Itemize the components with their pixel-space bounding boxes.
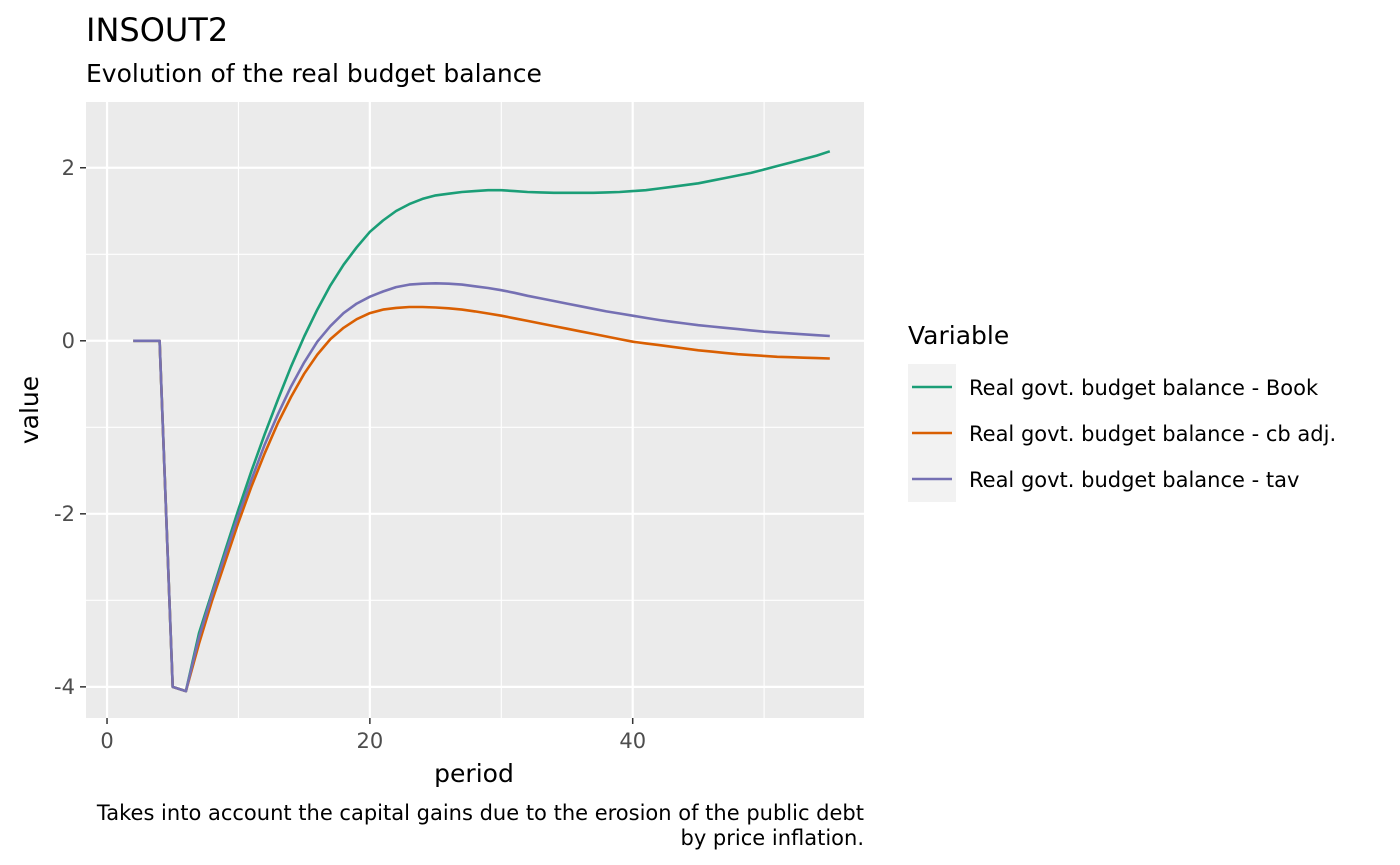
series-lines [133, 150, 831, 693]
grid-minor [86, 102, 864, 718]
series-line-3 [133, 281, 830, 693]
legend: Variable Real govt. budget balance - Boo… [908, 321, 1336, 502]
y-tick-label: -2 [54, 502, 75, 526]
x-axis-label: period [434, 759, 514, 788]
caption-line-1: Takes into account the capital gains due… [96, 801, 864, 825]
x-tick-label: 20 [356, 729, 383, 753]
y-axis-label: value [15, 376, 44, 444]
y-tick-label: -4 [54, 675, 75, 699]
x-tick-label: 40 [619, 729, 646, 753]
plot-panel [86, 102, 864, 718]
legend-label-1: Real govt. budget balance - Book [969, 376, 1319, 400]
series-line-2 [133, 305, 830, 693]
legend-title: Variable [908, 321, 1009, 350]
legend-label-3: Real govt. budget balance - tav [969, 468, 1299, 492]
x-axis: 0 20 40 [100, 718, 646, 753]
caption-line-2: by price inflation. [680, 826, 864, 850]
series-line-1 [133, 150, 831, 693]
chart-title: INSOUT2 [86, 11, 228, 49]
y-tick-label: 0 [62, 329, 75, 353]
y-axis: -4 -2 0 2 [54, 156, 86, 699]
legend-label-2: Real govt. budget balance - cb adj. [969, 422, 1336, 446]
x-tick-label: 0 [100, 729, 113, 753]
y-tick-label: 2 [62, 156, 75, 180]
chart-subtitle: Evolution of the real budget balance [86, 59, 542, 88]
grid-major [86, 102, 864, 718]
